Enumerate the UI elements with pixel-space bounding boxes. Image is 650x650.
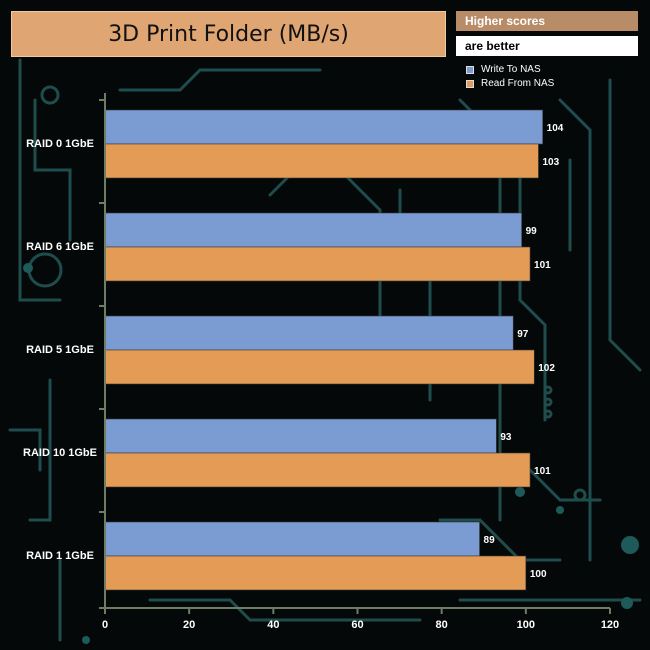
x-tick-label-40: 40	[267, 619, 279, 631]
legend-swatch-read	[466, 79, 474, 88]
legend-item-read: Read From NAS	[466, 77, 554, 90]
legend: Write To NAS Read From NAS	[466, 63, 554, 91]
value-label-read-4: 101	[534, 466, 551, 477]
chart-title: 3D Print Folder (MB/s)	[108, 21, 349, 47]
chart-title-box: 3D Print Folder (MB/s)	[11, 11, 446, 57]
bar-write-3	[104, 315, 514, 351]
note-higher-scores: Higher scores	[456, 11, 638, 31]
x-tick-label-120: 120	[601, 619, 619, 631]
bar-write-1	[104, 109, 543, 145]
x-tick-label-0: 0	[102, 619, 108, 631]
category-label-3: RAID 5 1GbE	[26, 344, 94, 356]
value-label-write-5: 89	[484, 535, 496, 546]
x-tick-label-100: 100	[517, 619, 535, 631]
x-tick-label-20: 20	[183, 619, 195, 631]
x-tick-label-60: 60	[351, 619, 363, 631]
legend-label-read: Read From NAS	[481, 78, 555, 89]
category-label-1: RAID 0 1GbE	[26, 138, 94, 150]
bar-read-2	[104, 246, 531, 282]
legend-item-write: Write To NAS	[466, 63, 554, 76]
bar-read-1	[104, 143, 539, 179]
bar-write-4	[104, 418, 497, 454]
value-label-read-5: 100	[530, 569, 547, 580]
note-are-better: are better	[456, 36, 638, 56]
category-label-2: RAID 6 1GbE	[26, 241, 94, 253]
category-label-5: RAID 1 1GbE	[26, 550, 94, 562]
bar-write-5	[104, 521, 480, 557]
value-label-write-3: 97	[517, 329, 529, 340]
x-tick-label-80: 80	[436, 619, 448, 631]
bar-write-2	[104, 212, 522, 248]
category-label-4: RAID 10 1GbE	[23, 447, 97, 459]
legend-swatch-write	[466, 65, 474, 74]
value-label-write-2: 99	[526, 226, 538, 237]
value-label-read-3: 102	[538, 363, 555, 374]
bar-read-3	[104, 349, 535, 385]
value-label-write-4: 93	[500, 432, 512, 443]
value-label-read-2: 101	[534, 260, 551, 271]
bar-read-5	[104, 555, 527, 591]
legend-label-write: Write To NAS	[481, 64, 541, 75]
value-label-read-1: 103	[542, 157, 559, 168]
value-label-write-1: 104	[547, 123, 564, 134]
bar-read-4	[104, 452, 531, 488]
